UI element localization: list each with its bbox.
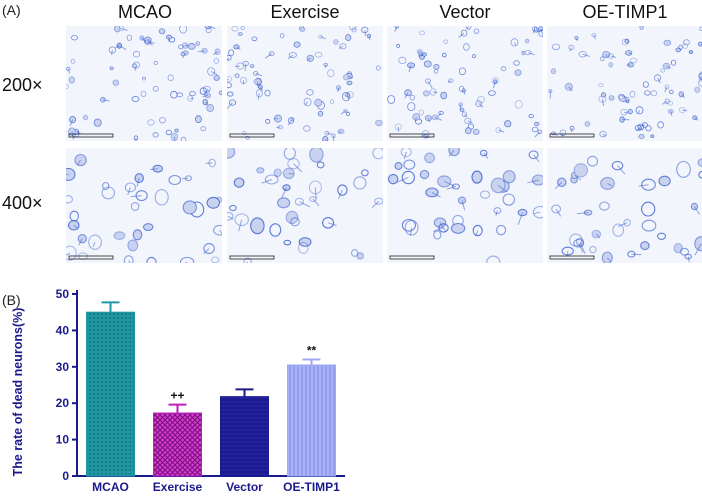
y-tick-label-4: 40: [56, 323, 70, 337]
micrograph-mcao-200x: [66, 26, 222, 141]
micrograph-oe-timp1-400x: [547, 148, 702, 263]
significance-oe-timp1: **: [307, 344, 317, 358]
y-tick-label-2: 20: [56, 396, 70, 410]
micrograph-vector-400x: [387, 148, 543, 263]
micrograph-vector-200x: [387, 26, 543, 141]
column-header-vector: Vector: [439, 2, 491, 22]
panel-b-label: (B): [2, 292, 21, 308]
bar-chart: The rate of dead neurons(%) 0 10 20 30 40 50 M…: [11, 287, 345, 494]
micrograph-exercise-400x: [227, 148, 383, 263]
y-axis-label: The rate of dead neurons(%): [11, 308, 25, 477]
micrograph-mcao-400x: [66, 148, 222, 263]
y-tick-label-3: 30: [56, 360, 70, 374]
y-tick-label-1: 10: [56, 433, 70, 447]
y-tick-label-5: 50: [56, 287, 70, 301]
bar-vector: [220, 396, 269, 477]
significance-exercise: ++: [170, 389, 184, 403]
column-header-oe-timp1: OE-TIMP1: [582, 2, 668, 22]
bar-oe-timp1: [287, 364, 336, 477]
column-header-exercise: Exercise: [270, 2, 340, 22]
x-tick-label-vector: Vector: [226, 480, 263, 494]
row-label-400x: 400×: [2, 193, 43, 213]
bar-exercise: [153, 412, 202, 477]
micrograph-exercise-200x: [227, 26, 383, 141]
x-tick-label-oe-timp1: OE-TIMP1: [283, 480, 340, 494]
micrograph-oe-timp1-200x: [547, 26, 702, 141]
x-tick-label-mcao: MCAO: [92, 480, 129, 494]
panel-a-label: (A): [2, 2, 21, 18]
x-tick-label-exercise: Exercise: [153, 480, 203, 494]
row-label-200x: 200×: [2, 75, 43, 95]
y-tick-label-0: 0: [62, 469, 69, 483]
bar-mcao: [86, 311, 135, 477]
column-header-mcao: MCAO: [118, 2, 172, 22]
